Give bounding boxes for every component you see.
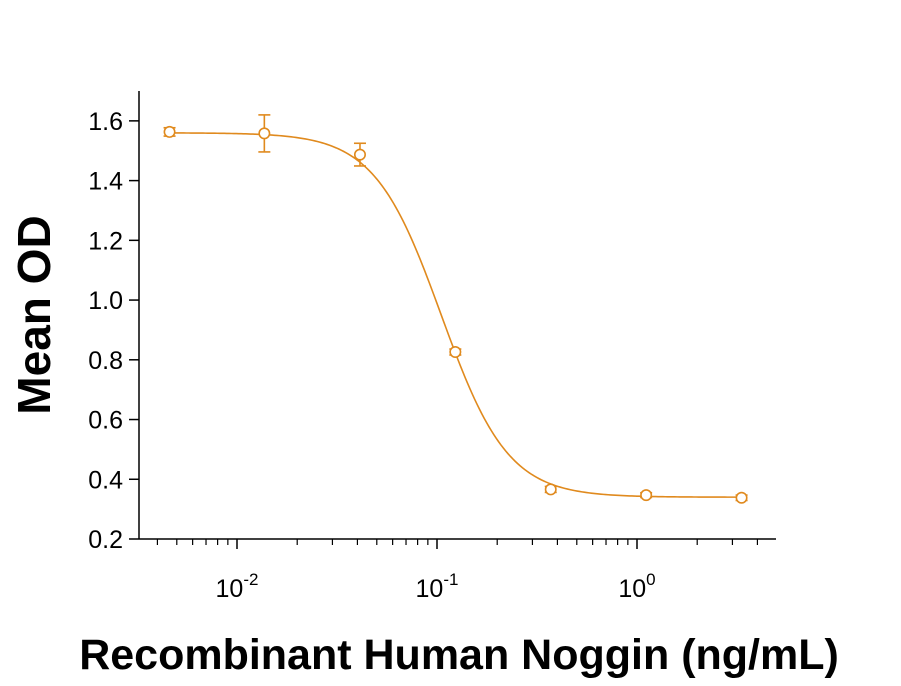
point-marker [258,127,271,140]
point-marker [353,148,366,161]
point-marker [449,346,462,359]
data-point [640,489,653,502]
point-marker [163,125,176,138]
data-points [163,114,748,504]
point-marker [544,483,557,496]
data-point [449,346,462,359]
point-marker [735,491,748,504]
x-tick-label: 10-1 [416,570,459,603]
y-tick-label: 0.6 [88,407,123,435]
x-tick-label: 10-2 [216,570,259,603]
data-point [353,142,366,167]
data-point [163,125,176,138]
data-point [258,114,271,153]
y-tick-label: 0.2 [88,526,123,554]
y-tick-label: 1.6 [88,108,123,136]
y-tick-label: 1.2 [88,227,123,255]
point-marker [640,489,653,502]
y-tick-label: 1.0 [88,287,123,315]
fit-curve [169,132,742,498]
y-axis-title: Mean OD [8,215,60,414]
x-ticks: 10-2 10-1 100 [156,539,759,603]
data-point [735,491,748,504]
y-tick-label: 0.4 [88,466,123,494]
data-point [544,483,557,496]
y-tick-label: 0.8 [88,347,123,375]
y-ticks: 0.2 0.4 0.6 0.8 1.0 1.2 1.4 1.6 [88,108,139,554]
y-tick-label: 1.4 [88,168,123,196]
axes [138,91,776,540]
x-tick-label: 100 [618,570,655,603]
x-axis-title: Recombinant Human Noggin (ng/mL) [79,631,839,679]
